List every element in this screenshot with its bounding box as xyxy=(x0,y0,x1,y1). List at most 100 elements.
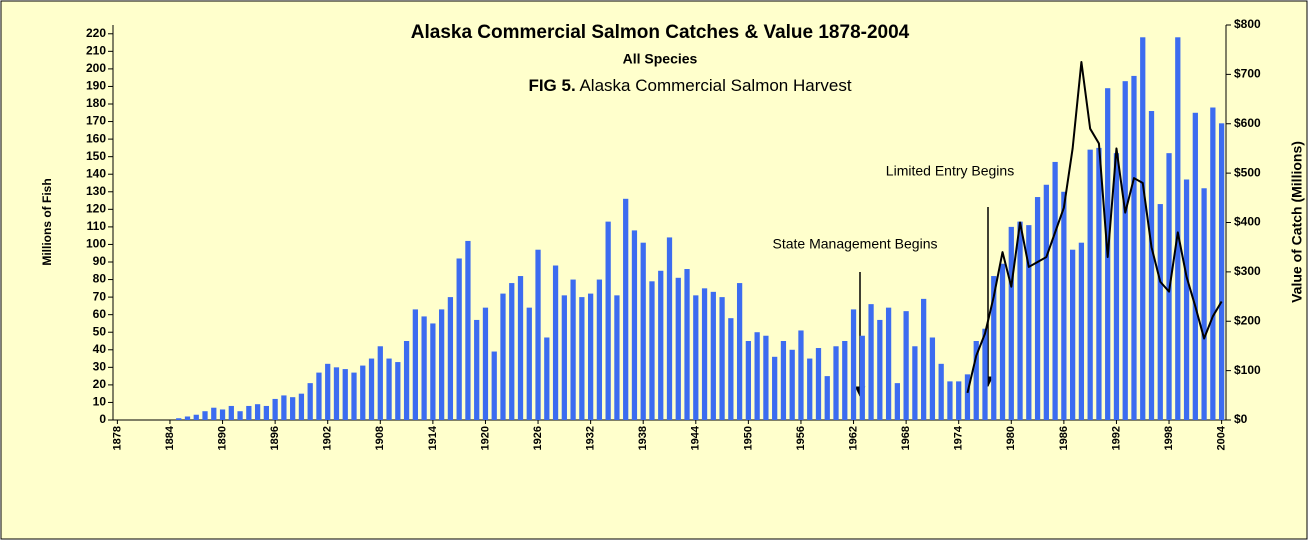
bar xyxy=(868,304,874,420)
bar xyxy=(552,265,559,420)
x-tick-label: 1950 xyxy=(742,426,754,450)
y-tick-label: 150 xyxy=(86,149,106,163)
bar xyxy=(246,405,252,420)
bar xyxy=(1140,37,1146,421)
y-tick-label: 110 xyxy=(87,219,107,233)
value-line xyxy=(966,61,1223,394)
bar xyxy=(1183,179,1190,420)
bar xyxy=(290,397,296,420)
bar xyxy=(579,297,585,420)
x-tick-label: 1986 xyxy=(1058,426,1070,450)
caption-text: Alaska Commercial Salmon Harvest xyxy=(579,76,851,95)
bar xyxy=(517,276,524,420)
x-tick-label: 1902 xyxy=(322,426,334,450)
x-tick-label: 1992 xyxy=(1110,426,1122,450)
bar xyxy=(342,369,348,420)
bar xyxy=(1113,153,1120,420)
bar xyxy=(526,307,532,420)
y2-tick-label: $0 xyxy=(1234,412,1248,426)
bar xyxy=(403,341,410,420)
bar xyxy=(894,383,900,420)
y-tick-label: 80 xyxy=(93,272,107,286)
bar xyxy=(973,341,979,420)
y-tick-label: 140 xyxy=(86,166,106,180)
y-tick-label: 220 xyxy=(86,26,106,40)
y-tick-label: 100 xyxy=(86,237,106,251)
bar xyxy=(193,414,199,420)
bar xyxy=(1201,188,1207,420)
bar xyxy=(1218,123,1225,421)
y2-tick-label: $500 xyxy=(1234,165,1261,179)
bar xyxy=(824,376,830,420)
bar xyxy=(789,349,795,420)
y2-tick-label: $400 xyxy=(1234,215,1261,229)
bar xyxy=(640,242,646,420)
x-tick-label: 1968 xyxy=(900,426,912,450)
y-tick-label: 0 xyxy=(99,412,106,426)
bar xyxy=(850,309,857,420)
y2-tick-label: $200 xyxy=(1234,313,1261,327)
bar xyxy=(719,297,725,420)
bar xyxy=(377,346,383,420)
bar xyxy=(833,346,839,420)
bar xyxy=(614,295,620,420)
bar xyxy=(430,323,436,420)
bar xyxy=(412,309,418,420)
x-tick-label: 1890 xyxy=(216,426,228,450)
bar xyxy=(956,381,962,420)
y-tick-label: 160 xyxy=(86,131,106,145)
fig-label: FIG 5. xyxy=(528,76,575,95)
y-tick-label: 40 xyxy=(93,342,107,356)
bar xyxy=(912,346,918,420)
bar xyxy=(859,335,865,420)
bar xyxy=(325,363,331,420)
bar xyxy=(254,404,261,420)
bar xyxy=(921,298,927,420)
bar xyxy=(176,418,182,420)
bar xyxy=(736,283,743,420)
x-tick-label: 1944 xyxy=(690,425,702,450)
bar xyxy=(754,332,760,420)
bar xyxy=(1131,75,1137,421)
y-tick-label: 50 xyxy=(93,324,107,338)
y-tick-label: 120 xyxy=(86,202,106,216)
bar xyxy=(929,337,936,420)
bar xyxy=(482,307,489,420)
y2-tick-label: $100 xyxy=(1234,363,1261,377)
bar xyxy=(1070,249,1076,420)
bar xyxy=(982,328,988,420)
bar xyxy=(772,356,778,420)
y-tick-label: 20 xyxy=(93,377,107,391)
bar xyxy=(509,283,515,420)
bar xyxy=(570,279,576,420)
y2-tick-label: $700 xyxy=(1234,67,1261,81)
bar xyxy=(1122,81,1128,420)
bar xyxy=(491,351,497,420)
x-tick-label: 1896 xyxy=(269,426,281,450)
bar xyxy=(1008,226,1014,420)
bar xyxy=(281,395,287,420)
x-tick-label: 1920 xyxy=(479,426,491,450)
bar xyxy=(877,319,883,420)
bar xyxy=(1026,225,1032,420)
bar xyxy=(219,409,226,420)
bar xyxy=(263,405,269,420)
bar xyxy=(1210,107,1216,420)
bar xyxy=(360,365,366,420)
bar xyxy=(1043,184,1049,420)
y-tick-label: 60 xyxy=(93,307,107,321)
x-tick-label: 1878 xyxy=(111,426,123,450)
bar xyxy=(693,295,699,420)
bar xyxy=(658,270,664,420)
bar xyxy=(1078,242,1085,420)
bar xyxy=(605,221,611,420)
bar xyxy=(842,341,848,420)
annotation: Limited Entry Begins xyxy=(886,163,1014,179)
bar xyxy=(587,293,594,420)
bar xyxy=(535,249,541,420)
bar xyxy=(666,237,673,420)
x-tick-label: 2004 xyxy=(1216,425,1228,450)
bar xyxy=(815,348,822,420)
bar xyxy=(1034,197,1041,420)
y-tick-label: 170 xyxy=(86,114,106,128)
